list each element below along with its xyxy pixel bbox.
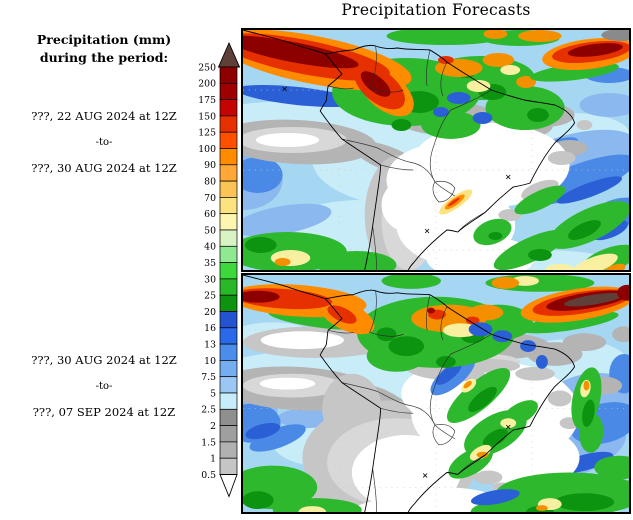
colorbar-segment bbox=[219, 115, 238, 133]
legend-heading-line2: during the period: bbox=[39, 50, 169, 66]
colorbar-segment bbox=[219, 99, 238, 117]
colorbar-tick-label: 13 bbox=[204, 340, 216, 351]
colorbar-segment bbox=[219, 441, 238, 459]
map-panel-week2 bbox=[241, 273, 631, 514]
figure-title: Precipitation Forecasts bbox=[341, 1, 531, 19]
colorbar-tick-label: 50 bbox=[204, 225, 216, 236]
colorbar-segment bbox=[219, 408, 238, 426]
colorbar-segment bbox=[219, 360, 238, 378]
period-2-end: ???, 07 SEP 2024 at 12Z bbox=[32, 405, 176, 419]
colorbar-segment bbox=[219, 425, 238, 443]
colorbar-tick-label: 35 bbox=[204, 258, 216, 269]
colorbar-segment bbox=[219, 262, 238, 280]
period-1-start: ???, 22 AUG 2024 at 12Z bbox=[31, 109, 177, 123]
coastline bbox=[243, 30, 576, 270]
colorbar-segment bbox=[219, 392, 238, 410]
colorbar-tick-label: 150 bbox=[198, 111, 216, 122]
legend-heading: Precipitation (mm) during the period: bbox=[8, 31, 200, 67]
legend-heading-line1: Precipitation (mm) bbox=[36, 32, 172, 47]
period-2-separator: -to- bbox=[95, 381, 113, 392]
coastline bbox=[243, 275, 576, 512]
colorbar-segment bbox=[219, 197, 238, 215]
precipitation-map-week1 bbox=[243, 30, 629, 270]
colorbar-segment bbox=[219, 131, 238, 149]
colorbar-tick-label: 20 bbox=[204, 307, 216, 318]
period-2-label: ???, 30 AUG 2024 at 12Z -to- ???, 07 SEP… bbox=[0, 353, 208, 419]
period-1-label: ???, 22 AUG 2024 at 12Z -to- ???, 30 AUG… bbox=[0, 109, 208, 175]
colorbar-tick-label: 10 bbox=[204, 356, 216, 367]
colorbar-segment bbox=[219, 229, 238, 247]
country-borders bbox=[328, 290, 492, 512]
itcz-heavy-rain-band bbox=[243, 275, 629, 335]
colorbar-tick-label: 60 bbox=[204, 209, 216, 220]
colorbar-tick-label: 25 bbox=[204, 291, 216, 302]
colorbar-below-min-arrow bbox=[219, 474, 238, 498]
colorbar-segment bbox=[219, 294, 238, 312]
colorbar-segment bbox=[219, 164, 238, 182]
colorbar-segment bbox=[219, 311, 238, 329]
colorbar-segment bbox=[219, 343, 238, 361]
colorbar-tick-label: 16 bbox=[204, 323, 216, 334]
colorbar-tick-label: 2.5 bbox=[201, 405, 216, 416]
map-marks bbox=[422, 424, 511, 478]
precipitation-map-week2 bbox=[243, 275, 629, 512]
colorbar-tick-label: 200 bbox=[198, 79, 216, 90]
colorbar-above-max-arrow bbox=[217, 41, 241, 68]
colorbar-tick-label: 250 bbox=[198, 62, 216, 73]
colorbar-tick-label: 100 bbox=[198, 144, 216, 155]
colorbar-segment bbox=[219, 327, 238, 345]
southern-rain-bands bbox=[243, 185, 629, 270]
colorbar-tick-label: 125 bbox=[198, 128, 216, 139]
period-1-separator: -to- bbox=[95, 137, 113, 148]
colorbar-tick-label: 5 bbox=[210, 388, 216, 399]
colorbar-segment bbox=[219, 245, 238, 263]
colorbar-tick-label: 1 bbox=[210, 454, 216, 465]
colorbar: 250 200 175 150 125 100 90 80 70 60 50 40 35 30 25 20 16… bbox=[190, 41, 241, 500]
tropical-rain-zone bbox=[356, 296, 548, 372]
colorbar-segment bbox=[219, 457, 238, 475]
colorbar-tick-label: 70 bbox=[204, 193, 216, 204]
colorbar-segment bbox=[219, 278, 238, 296]
map-panel-week1 bbox=[241, 28, 631, 272]
southern-rain-bands bbox=[243, 356, 629, 512]
itcz-heavy-rain-band bbox=[243, 30, 629, 117]
map-marks bbox=[282, 86, 511, 234]
colorbar-segment bbox=[219, 213, 238, 231]
colorbar-scale: 2502001751501251009080706050403530252016… bbox=[198, 41, 241, 498]
colorbar-tick-label: 1.5 bbox=[201, 437, 216, 448]
colorbar-tick-label: 0.5 bbox=[201, 470, 216, 481]
colorbar-tick-label: 7.5 bbox=[201, 372, 216, 383]
colorbar-segment bbox=[219, 82, 238, 100]
colorbar-tick-label: 2 bbox=[210, 421, 216, 432]
colorbar-segment bbox=[219, 376, 238, 394]
colorbar-tick-label: 175 bbox=[198, 95, 216, 106]
colorbar-tick-label: 90 bbox=[204, 160, 216, 171]
colorbar-tick-label: 40 bbox=[204, 242, 216, 253]
colorbar-segment bbox=[219, 148, 238, 166]
colorbar-tick-label: 30 bbox=[204, 274, 216, 285]
period-1-end: ???, 30 AUG 2024 at 12Z bbox=[31, 161, 177, 175]
colorbar-segment bbox=[219, 66, 238, 84]
colorbar-segment bbox=[219, 180, 238, 198]
period-2-start: ???, 30 AUG 2024 at 12Z bbox=[31, 353, 177, 367]
colorbar-tick-label: 80 bbox=[204, 177, 216, 188]
